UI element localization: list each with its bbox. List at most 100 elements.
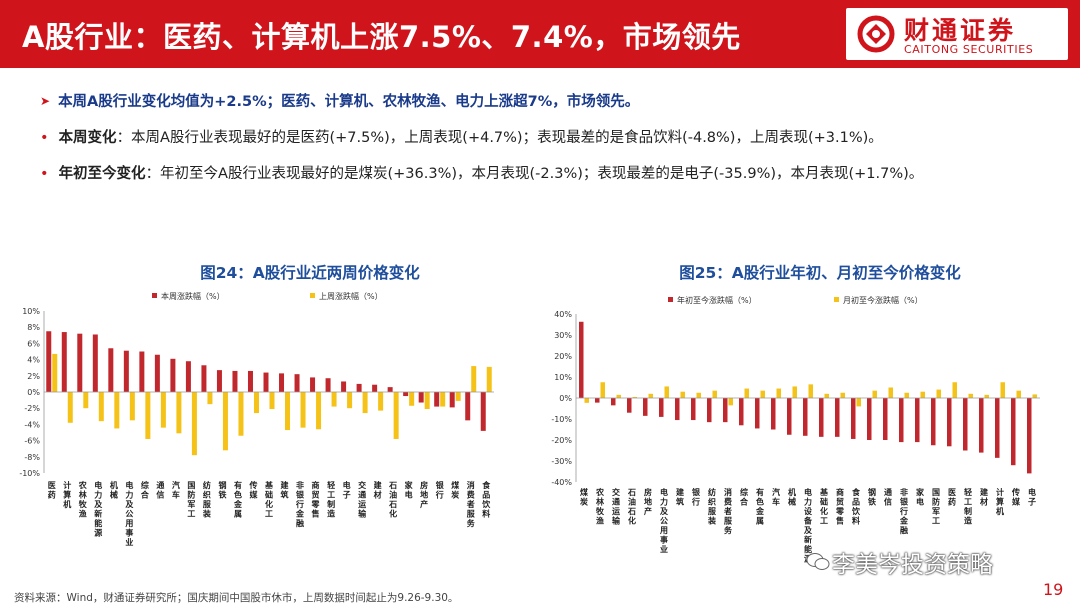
bar-yellow <box>584 398 589 403</box>
chart1-title: 图24：A股行业近两周价格变化 <box>200 264 420 282</box>
bar-yellow <box>285 392 291 431</box>
bar-red <box>627 398 632 413</box>
arrow-bullet-icon: ➤ <box>40 94 51 108</box>
category-label: 轻工制造 <box>964 487 972 526</box>
bar-red <box>659 398 664 417</box>
bar-yellow <box>486 366 492 392</box>
y-tick-label: 20% <box>554 352 572 361</box>
category-label: 电力及公用事业 <box>124 480 134 547</box>
bar-yellow <box>269 392 275 410</box>
bar-red <box>723 398 728 423</box>
bar-yellow <box>728 398 733 406</box>
category-label: 通信 <box>884 487 892 507</box>
y-tick-label: -20% <box>551 436 572 445</box>
y-tick-label: 2% <box>27 372 40 381</box>
legend-swatch <box>152 293 157 298</box>
y-tick-label: -4% <box>24 420 40 429</box>
bar-yellow <box>129 392 135 421</box>
bar-red <box>170 358 176 392</box>
category-label: 机械 <box>788 487 796 507</box>
bar-red <box>851 398 856 439</box>
source-footnote: 资料来源：Wind，财通证券研究所；国庆期间中国股市休市，上周数据时间起止为9.… <box>14 592 459 604</box>
bar-yellow <box>952 382 957 398</box>
category-label: 电子 <box>1028 487 1036 507</box>
category-label: 石油石化 <box>388 481 397 519</box>
category-label: 电力及新能源 <box>94 480 103 538</box>
category-label: 医药 <box>48 481 56 500</box>
legend-swatch <box>834 297 839 302</box>
bar-red <box>356 383 362 392</box>
category-label: 非银行金融 <box>899 487 909 535</box>
category-label: 房地产 <box>644 487 652 516</box>
bar-red <box>579 321 584 398</box>
bar-red <box>739 398 744 426</box>
category-label: 计算机 <box>63 480 71 509</box>
category-label: 建材 <box>979 487 989 507</box>
bar-yellow <box>238 392 244 436</box>
bar-yellow <box>52 353 58 392</box>
company-logo: 财通证券 CAITONG SECURITIES <box>846 8 1068 60</box>
category-label: 综合 <box>140 480 150 500</box>
category-label: 石油石化 <box>627 488 636 526</box>
bar-yellow <box>680 391 685 398</box>
bar-red <box>279 373 285 392</box>
legend-swatch <box>668 297 673 302</box>
bullet-dot-icon: • <box>40 130 49 146</box>
category-label: 汽车 <box>772 487 780 507</box>
bar-red <box>931 398 936 446</box>
page-number: 19 <box>1043 580 1064 599</box>
bar-red <box>819 398 824 437</box>
bar-red <box>294 374 300 392</box>
category-label: 建筑 <box>280 480 290 500</box>
bar-yellow <box>222 392 228 451</box>
bar-yellow <box>98 392 104 422</box>
bar-red <box>46 331 52 392</box>
bar-yellow <box>67 392 73 423</box>
category-label: 通信 <box>156 480 164 500</box>
category-label: 消费者服务 <box>723 487 733 535</box>
headline-text: 本周A股行业变化均值为+2.5%；医药、计算机、农林牧渔、电力上涨超7%，市场领… <box>58 94 640 110</box>
watermark: 李美岑投资策略 <box>832 552 993 578</box>
ytd-bullet: • 年初至今变化：年初至今A股行业表现最好的是煤炭(+36.3%)，本月表现(-2… <box>40 162 923 183</box>
bar-red <box>675 398 680 421</box>
bar-yellow <box>776 388 781 398</box>
bar-red <box>216 370 222 392</box>
bar-red <box>643 398 648 416</box>
bar-red <box>480 392 486 431</box>
legend-label: 月初至今涨跌幅（%） <box>843 295 923 305</box>
bar-yellow <box>83 392 89 409</box>
bullet-dot-icon: • <box>40 166 49 182</box>
bar-red <box>787 398 792 435</box>
bar-red <box>899 398 904 443</box>
legend-label: 本周涨跌幅（%） <box>161 291 225 301</box>
category-label: 计算机 <box>996 487 1004 516</box>
category-label: 钢铁 <box>868 487 876 507</box>
legend-label: 年初至今涨跌幅（%） <box>677 295 757 305</box>
logo-cn-text: 财通证券 <box>904 16 1017 45</box>
category-label: 基础化工 <box>819 487 829 526</box>
bar-yellow <box>455 392 461 401</box>
category-label: 建材 <box>373 480 383 500</box>
bar-red <box>611 398 616 406</box>
bar-red <box>995 398 1000 458</box>
bar-red <box>185 361 191 392</box>
bar-red <box>263 372 269 392</box>
y-tick-label: 6% <box>27 339 40 348</box>
bar-yellow <box>1032 394 1037 398</box>
y-tick-label: -8% <box>24 453 40 462</box>
bar-red <box>867 398 872 440</box>
bar-red <box>232 370 238 392</box>
category-label: 电子 <box>343 480 351 500</box>
bar-yellow <box>712 390 717 398</box>
bar-yellow <box>1000 382 1005 398</box>
bar-yellow <box>347 392 353 409</box>
bar-red <box>418 392 424 403</box>
bar-yellow <box>744 388 749 398</box>
bar-yellow <box>632 396 637 398</box>
bar-red <box>465 392 471 421</box>
bar-yellow <box>696 392 701 398</box>
y-tick-label: 10% <box>554 373 572 382</box>
wechat-icon <box>806 553 830 570</box>
category-label: 电力及公用事业 <box>659 487 669 554</box>
category-label: 商贸零售 <box>835 487 845 526</box>
